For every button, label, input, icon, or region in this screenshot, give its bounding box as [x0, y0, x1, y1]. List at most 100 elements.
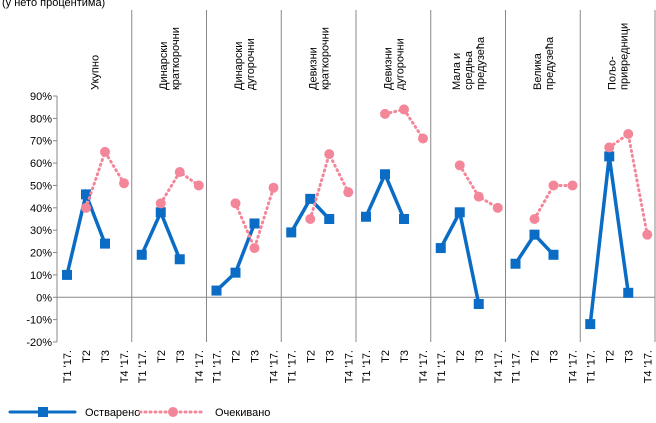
panel-title: предузећа	[544, 36, 556, 90]
marker	[492, 202, 503, 213]
x-tick-label: T4 '17.	[343, 350, 355, 383]
marker	[136, 249, 147, 260]
x-tick-label: T3	[100, 350, 112, 363]
marker	[155, 198, 166, 209]
x-tick-label: T4 '17.	[269, 350, 281, 383]
x-tick-label: T2	[530, 350, 542, 363]
marker	[286, 227, 297, 238]
marker	[585, 319, 596, 330]
chart-subtitle: (у нето процентима)	[2, 0, 105, 9]
panel-title: Мала и	[451, 53, 463, 90]
marker	[604, 142, 615, 153]
x-tick-label: T3	[474, 350, 486, 363]
panel-title: Динарски	[233, 42, 245, 90]
marker	[324, 214, 335, 224]
marker	[174, 254, 185, 265]
legend-label: Очекивано	[215, 407, 270, 419]
x-tick-label: T3	[250, 350, 262, 363]
series-line	[533, 183, 574, 221]
x-tick-label: T3	[175, 350, 187, 363]
marker	[100, 146, 110, 157]
marker	[435, 243, 446, 254]
marker	[548, 180, 559, 191]
series-line	[214, 221, 257, 293]
y-tick-label: 80%	[30, 113, 52, 125]
panel-title: Велика	[532, 52, 544, 90]
marker	[343, 187, 354, 198]
marker	[623, 287, 634, 298]
panel-title: дугорочни	[394, 38, 406, 90]
marker	[361, 211, 371, 222]
legend-label: Остварено	[85, 407, 140, 419]
marker	[174, 167, 185, 178]
y-tick-label: 60%	[30, 158, 52, 170]
y-tick-label: 70%	[30, 136, 52, 148]
panel-title: привредници	[619, 23, 631, 90]
panel-title: краткорочни	[320, 27, 332, 90]
marker	[399, 214, 409, 224]
marker	[473, 298, 484, 309]
marker	[230, 267, 241, 278]
x-tick-label: T4 '17.	[119, 350, 131, 383]
x-tick-label: T1 '17.	[436, 350, 448, 383]
x-tick-label: T2	[231, 350, 243, 363]
x-tick-label: T3	[399, 350, 411, 363]
x-tick-label: T3	[549, 350, 561, 363]
marker	[380, 108, 390, 119]
x-tick-label: T1 '17.	[511, 350, 523, 383]
series-line	[308, 150, 350, 221]
marker	[155, 207, 166, 218]
series-line	[607, 131, 649, 237]
marker	[623, 129, 634, 140]
marker	[418, 133, 428, 144]
marker	[529, 214, 540, 224]
marker	[642, 229, 653, 240]
x-tick-label: T4 '17.	[568, 350, 580, 383]
marker	[567, 180, 578, 191]
panel-title: дугорочни	[245, 38, 257, 90]
x-tick-label: T2	[305, 350, 317, 363]
marker	[399, 104, 409, 115]
panel-title: Девизни	[382, 47, 394, 90]
legend-marker	[38, 407, 48, 417]
marker	[62, 269, 72, 280]
y-tick-label: -20%	[26, 337, 52, 349]
y-tick-label: 90%	[30, 91, 52, 103]
legend-marker	[168, 407, 178, 417]
marker	[380, 169, 390, 180]
x-tick-label: T1 '17.	[212, 350, 224, 383]
x-tick-label: T4 '17.	[493, 350, 505, 383]
marker	[529, 229, 540, 240]
x-tick-label: T2	[604, 350, 616, 363]
marker	[249, 218, 260, 229]
marker	[510, 258, 521, 269]
y-tick-label: 20%	[30, 248, 52, 260]
marker	[119, 178, 129, 189]
x-tick-label: T1 '17.	[62, 350, 74, 383]
marker	[454, 160, 465, 171]
panel-title: Девизни	[308, 47, 320, 90]
y-tick-label: 0%	[36, 292, 52, 304]
series-line	[364, 169, 406, 221]
x-tick-label: T2	[81, 350, 93, 363]
x-tick-label: T2	[380, 350, 392, 363]
panel-title: предузећа	[475, 36, 487, 90]
marker	[211, 285, 222, 296]
x-tick-label: T1 '17.	[286, 350, 298, 383]
marker	[473, 191, 484, 202]
marker	[193, 180, 204, 191]
y-tick-label: 40%	[30, 203, 52, 215]
x-tick-label: T4 '17.	[194, 350, 206, 383]
series-line	[140, 207, 182, 262]
x-tick-label: T4 '17.	[418, 350, 430, 383]
x-tick-label: T3	[324, 350, 336, 363]
panel-title: краткорочни	[170, 27, 182, 90]
marker	[81, 189, 91, 200]
series-line	[234, 186, 275, 253]
x-tick-label: T1 '17.	[137, 350, 149, 383]
marker	[548, 249, 559, 260]
x-tick-label: T2	[156, 350, 168, 363]
x-tick-label: T4 '17.	[642, 350, 654, 383]
y-tick-label: 10%	[30, 270, 52, 282]
